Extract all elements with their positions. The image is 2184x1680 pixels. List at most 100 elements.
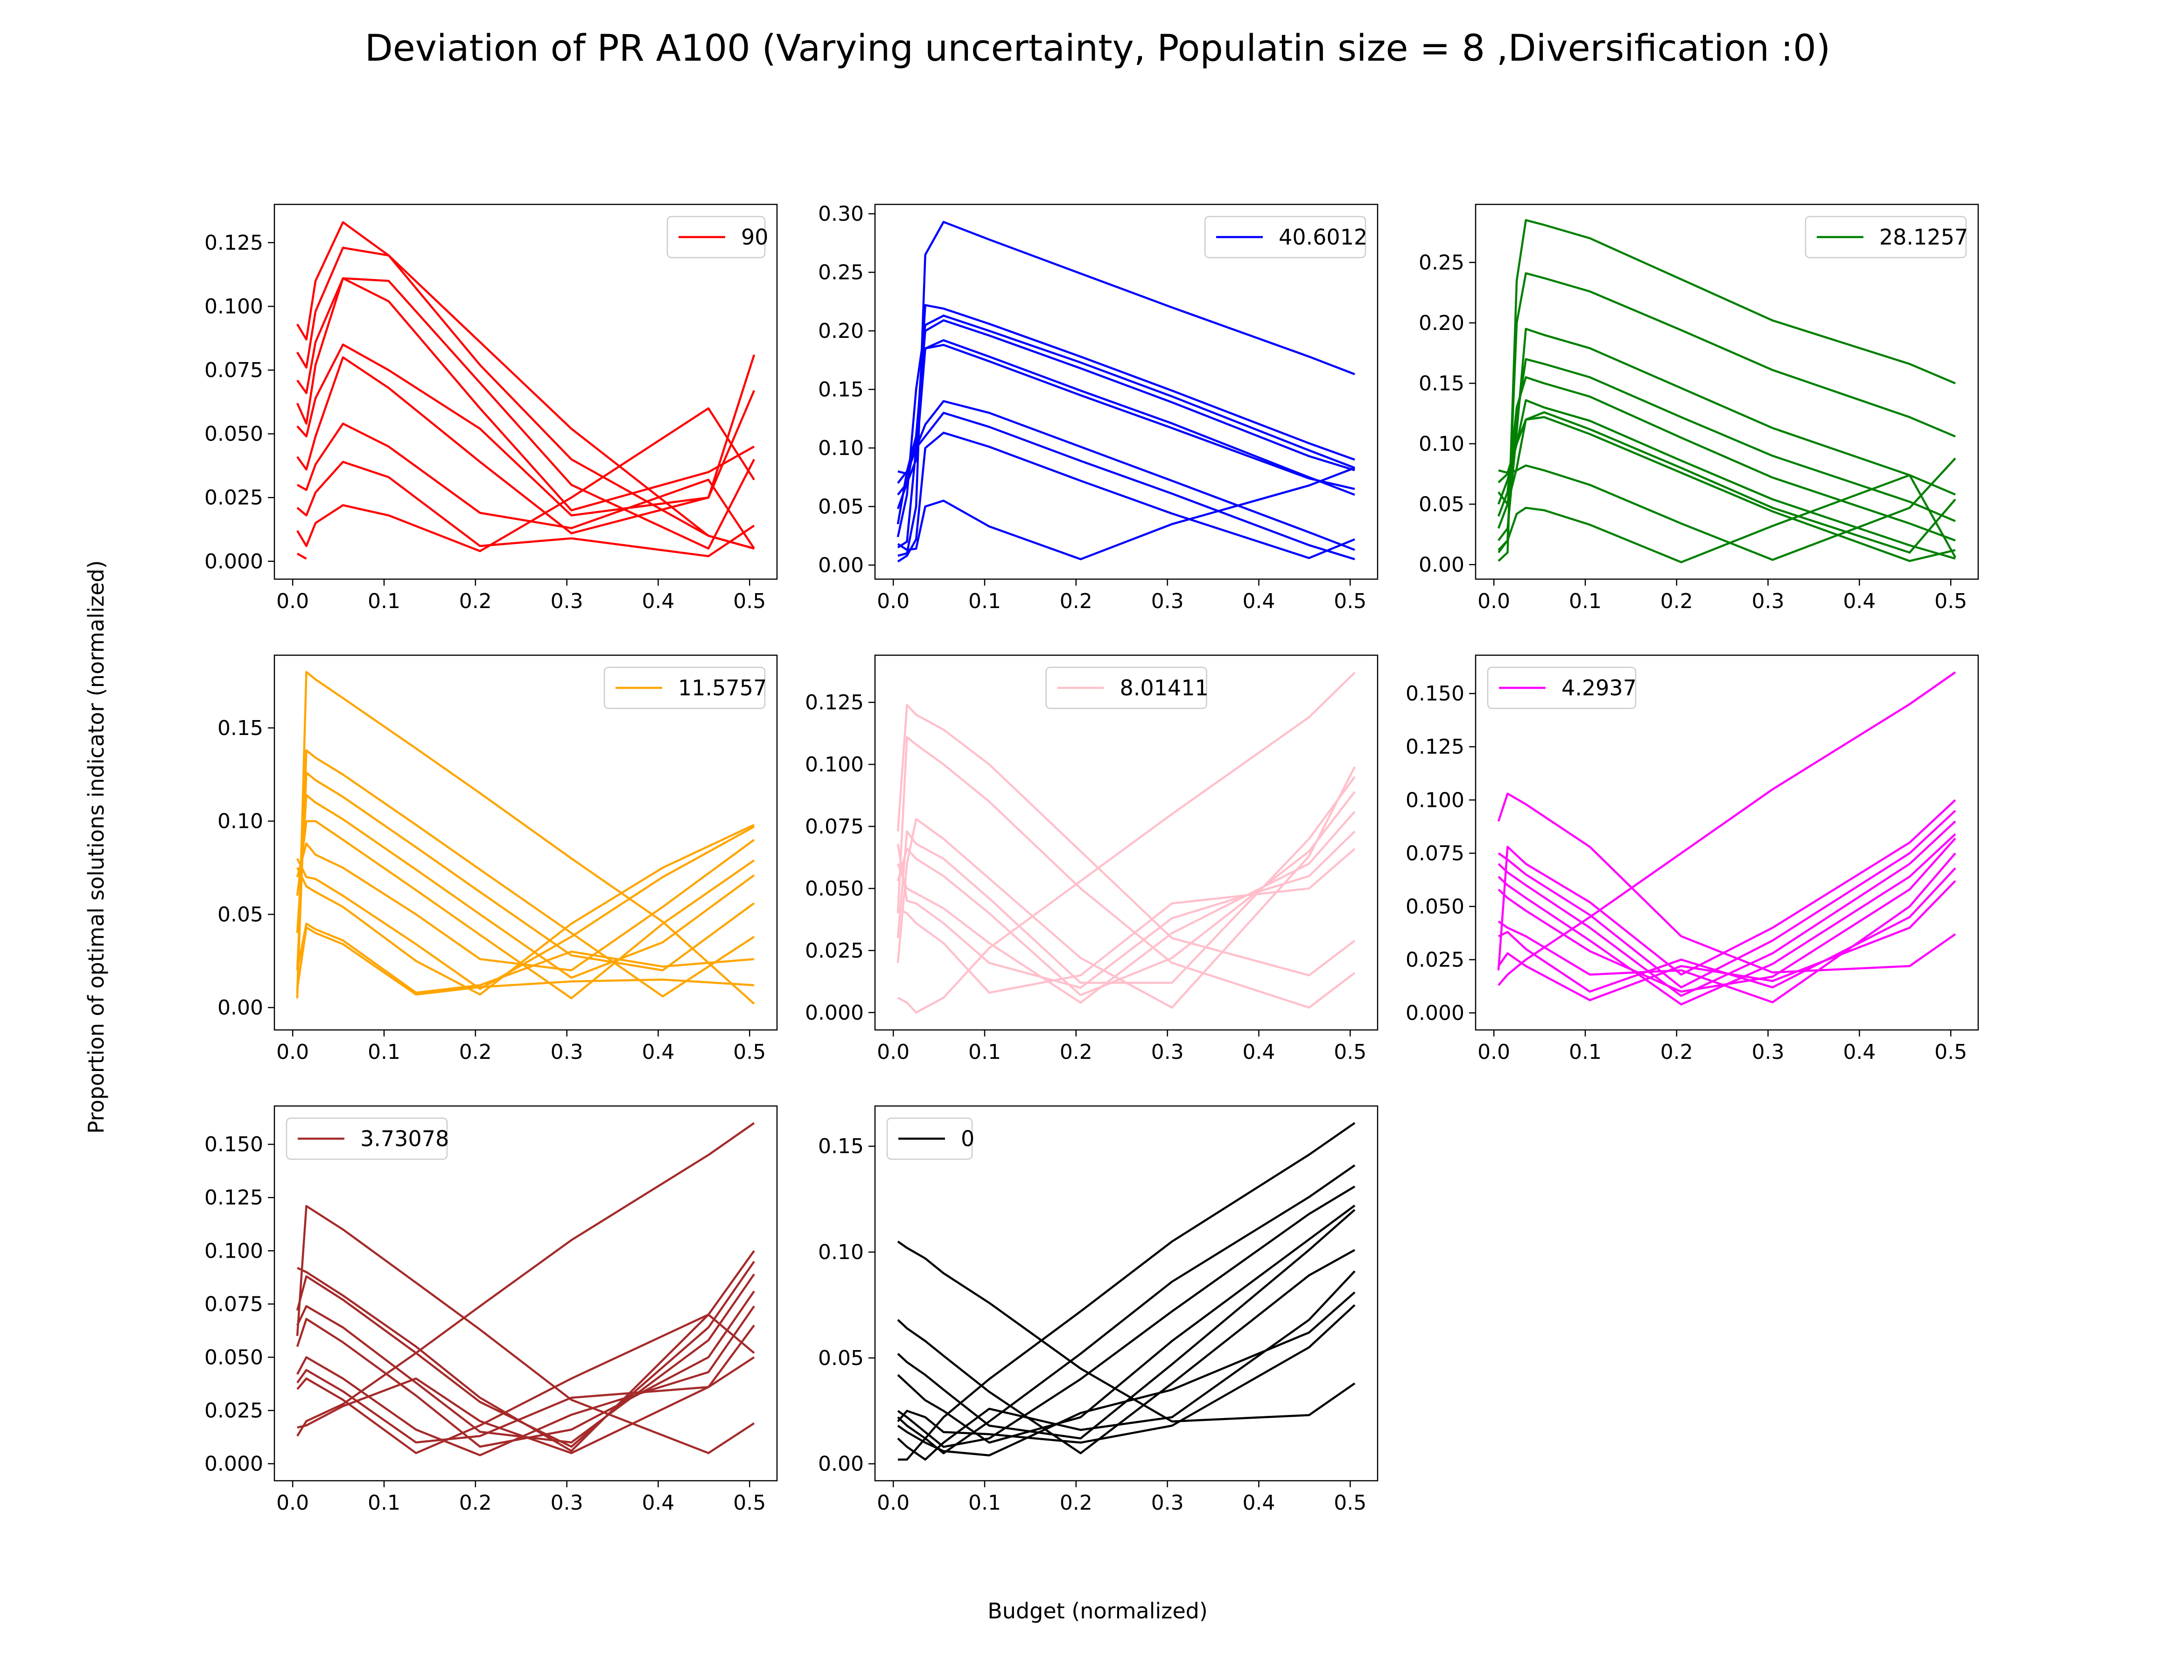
series-line-6	[897, 1164, 1356, 1455]
series-group	[296, 221, 756, 560]
x-tick-label: 0.1	[968, 589, 1001, 613]
series-line-3	[1498, 810, 1956, 989]
series-line-5	[897, 1185, 1356, 1448]
x-tick-label: 0.5	[733, 1040, 766, 1064]
series-line-3	[896, 766, 1356, 1009]
series-line-8	[1498, 867, 1956, 993]
axes-frame	[874, 1105, 1379, 1482]
x-tick-label: 0.2	[1660, 1040, 1693, 1064]
series-line-7	[1498, 852, 1956, 1003]
axes-frame	[1475, 654, 1979, 1031]
subplot-1: 0.0 0.1 0.2 0.3 0.4 0.5 0.000 0.025 0.050 0.075 0.…	[204, 203, 778, 613]
y-tick-label: 0.10	[818, 1240, 864, 1264]
y-tick-label: 0.125	[1406, 735, 1464, 759]
legend: 4.2937	[1487, 666, 1637, 709]
x-tick-label: 0.4	[642, 1040, 674, 1064]
figure-xlabel: Budget (normalized)	[987, 1598, 1208, 1624]
figure-ylabel: Proportion of optimal solutions indicato…	[84, 560, 109, 1134]
y-tick-label: 0.00	[1419, 553, 1464, 577]
series-line-6	[896, 811, 1356, 1004]
legend-label: 40.6012	[1279, 224, 1367, 250]
y-tick-label: 0.25	[1419, 251, 1464, 274]
legend-label: 3.73078	[360, 1126, 449, 1151]
axes-frame	[273, 654, 778, 1031]
legend: 3.73078	[286, 1117, 449, 1160]
x-tick-label: 0.2	[1660, 589, 1693, 613]
axes-frame	[1475, 203, 1979, 580]
y-tick-label: 0.025	[1406, 948, 1464, 972]
series-line-5	[296, 343, 756, 517]
x-tick-label: 0.1	[1569, 589, 1602, 613]
series-line-3	[896, 315, 1355, 538]
series-line-10	[897, 1304, 1356, 1444]
series-line-6	[296, 839, 755, 972]
legend-label: 0	[961, 1126, 974, 1151]
series-line-8	[897, 412, 1355, 560]
y-tick-label: 0.125	[204, 1186, 263, 1210]
x-tick-label: 0.0	[276, 1040, 309, 1064]
series-line-6	[1498, 837, 1956, 993]
x-tick-label: 0.1	[968, 1491, 1001, 1515]
x-tick-label: 0.0	[877, 1491, 910, 1515]
series-line-4	[896, 319, 1355, 525]
x-tick-label: 0.3	[1752, 1040, 1785, 1064]
legend-box	[1204, 216, 1366, 259]
subplot-8: 0.0 0.1 0.2 0.3 0.4 0.5 0.00 0.05 0.10 0.15 0	[818, 1105, 1379, 1515]
x-tick-label: 0.3	[551, 589, 583, 613]
series-line-9	[1498, 880, 1956, 1001]
x-tick-label: 0.5	[733, 1491, 766, 1515]
series-line-5	[296, 820, 755, 1000]
series-line-1	[296, 1205, 755, 1454]
y-tick-label: 0.125	[805, 691, 864, 714]
series-line-10	[297, 1356, 755, 1454]
series-line-10	[1498, 671, 1956, 986]
series-line-4	[296, 277, 755, 511]
y-tick-label: 0.075	[204, 1292, 263, 1316]
x-tick-label: 0.5	[1334, 1491, 1366, 1515]
series-group	[296, 1122, 755, 1456]
x-tick-label: 0.5	[733, 589, 766, 613]
series-line-2	[896, 736, 1356, 1009]
series-line-1	[896, 704, 1356, 977]
series-line-7	[296, 422, 755, 549]
x-tick-label: 0.3	[1151, 1040, 1184, 1064]
series-line-6	[897, 343, 1355, 496]
legend: 8.01411	[1045, 666, 1209, 709]
axes-frame	[874, 654, 1379, 1031]
series-line-7	[1498, 411, 1956, 554]
y-tick-label: 0.10	[1419, 432, 1464, 456]
y-tick-label: 0.30	[818, 202, 864, 226]
x-tick-label: 0.5	[1934, 589, 1967, 613]
x-tick-label: 0.2	[459, 1040, 492, 1064]
y-tick-label: 0.075	[805, 815, 864, 839]
x-tick-label: 0.2	[1060, 1040, 1092, 1064]
subplot-3: 0.0 0.1 0.2 0.3 0.4 0.5 0.00 0.05 0.10 0.15 0.20 0.…	[1419, 203, 1979, 613]
series-line-9	[897, 1291, 1356, 1456]
legend-label: 90	[741, 224, 769, 250]
legend-box	[603, 666, 766, 709]
y-tick-label: 0.100	[1406, 788, 1464, 812]
subplot-4: 0.0 0.1 0.2 0.3 0.4 0.5 0.00 0.05 0.10 0.15 11.575…	[217, 654, 778, 1064]
y-tick-label: 0.20	[1419, 311, 1464, 335]
series-group	[1497, 219, 1956, 563]
series-group	[896, 221, 1355, 563]
x-tick-label: 0.4	[642, 1491, 674, 1515]
x-tick-label: 0.5	[1334, 589, 1366, 613]
legend: 90	[666, 216, 769, 259]
series-line-7	[296, 826, 755, 990]
x-tick-label: 0.3	[551, 1040, 583, 1064]
series-line-1	[1497, 792, 1956, 974]
series-group	[896, 672, 1356, 1014]
subplot-2: 0.0 0.1 0.2 0.3 0.4 0.5 0.00 0.05 0.10 0.15 0.20 0.…	[818, 202, 1379, 613]
y-tick-label: 0.050	[204, 1345, 263, 1369]
x-tick-label: 0.1	[368, 1491, 400, 1515]
x-tick-label: 0.5	[1934, 1040, 1967, 1064]
x-tick-label: 0.3	[1151, 589, 1184, 613]
series-line-8	[296, 824, 755, 996]
y-tick-label: 0.000	[1406, 1001, 1464, 1025]
axes-frame	[273, 203, 778, 580]
series-line-4	[296, 1274, 755, 1444]
x-tick-label: 0.4	[1843, 1040, 1876, 1064]
x-tick-label: 0.3	[551, 1491, 583, 1515]
